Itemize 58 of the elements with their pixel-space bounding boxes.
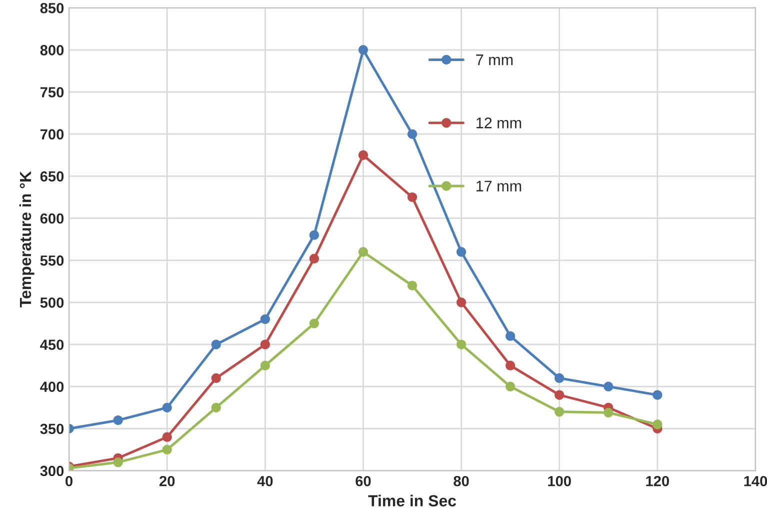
point — [113, 457, 123, 468]
point — [407, 280, 418, 290]
y-tick-label: 350 — [40, 424, 64, 434]
y-tick-label: 550 — [40, 255, 64, 266]
y-tick-label: 600 — [40, 213, 64, 224]
point — [407, 192, 418, 202]
x-tick-label: 120 — [646, 476, 669, 486]
point — [505, 360, 516, 370]
point — [260, 314, 270, 324]
point — [505, 331, 516, 341]
x-tick-label: 20 — [159, 476, 175, 486]
point — [604, 408, 614, 418]
y-tick-label: 700 — [40, 129, 64, 140]
point — [652, 390, 662, 400]
point — [456, 298, 466, 308]
point — [162, 402, 172, 412]
y-tick-label: 850 — [40, 2, 64, 14]
point — [358, 150, 368, 160]
point — [604, 382, 614, 392]
y-tick-label: 500 — [40, 297, 64, 308]
legend-label: 7 mm — [476, 54, 513, 66]
y-tick-label: 800 — [40, 45, 64, 56]
x-axis-title: Time in Sec — [368, 494, 456, 506]
x-tick-label: 0 — [66, 476, 72, 486]
y-axis-title: Temperature in °K — [19, 171, 34, 308]
x-tick-label: 80 — [454, 476, 469, 486]
point — [211, 340, 221, 350]
y-tick-label: 400 — [40, 382, 64, 392]
point — [456, 247, 466, 257]
point — [652, 420, 662, 430]
x-tick-label: 60 — [356, 476, 371, 486]
point — [554, 373, 564, 383]
point — [554, 390, 564, 400]
point — [260, 360, 270, 370]
point — [358, 45, 368, 55]
point — [505, 382, 516, 392]
x-tick-label: 100 — [548, 476, 571, 486]
y-tick-label: 750 — [40, 87, 64, 98]
y-tick-label: 450 — [40, 340, 64, 350]
x-tick-label: 140 — [744, 476, 767, 486]
legend-label: 12 mm — [476, 118, 522, 128]
x-tick-label: 40 — [257, 476, 273, 486]
point — [162, 432, 172, 442]
point — [162, 444, 172, 455]
point — [358, 247, 368, 257]
point — [260, 340, 270, 350]
point — [554, 406, 564, 417]
point — [309, 254, 320, 264]
point — [456, 340, 466, 350]
y-tick-label: 650 — [40, 171, 64, 182]
y-tick-label: 300 — [40, 466, 64, 476]
point — [211, 373, 221, 383]
point — [309, 230, 320, 240]
point — [407, 129, 418, 139]
legend-label: 17 mm — [476, 180, 522, 192]
point — [113, 415, 123, 426]
point — [309, 318, 320, 328]
point — [211, 402, 221, 412]
